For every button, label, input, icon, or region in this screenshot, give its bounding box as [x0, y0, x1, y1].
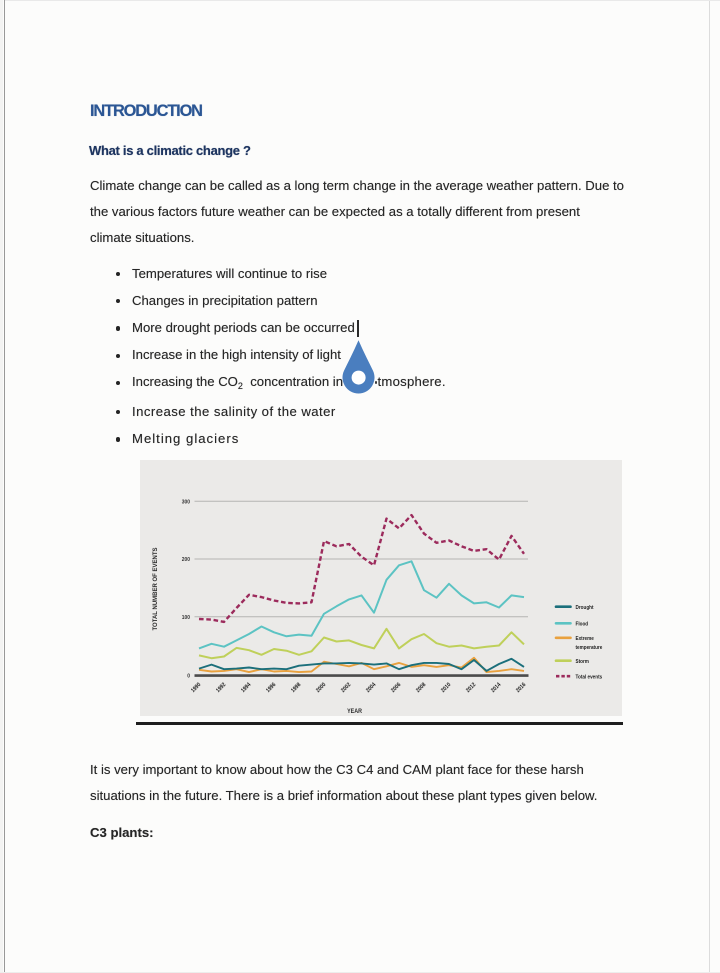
svg-text:2012: 2012 [465, 682, 477, 694]
svg-text:300: 300 [182, 499, 190, 505]
svg-text:Flood: Flood [576, 621, 589, 628]
svg-text:1994: 1994 [240, 681, 253, 694]
svg-text:200: 200 [182, 557, 190, 563]
svg-text:Storm: Storm [576, 658, 590, 665]
svg-text:2004: 2004 [365, 681, 378, 694]
svg-text:2002: 2002 [340, 682, 352, 694]
svg-text:Total events: Total events [576, 674, 603, 681]
svg-text:1998: 1998 [290, 682, 302, 694]
svg-text:1990: 1990 [190, 682, 202, 694]
svg-text:2000: 2000 [315, 682, 327, 694]
svg-text:TOTAL NUMBER OF EVENTS: TOTAL NUMBER OF EVENTS [153, 547, 159, 630]
svg-text:2006: 2006 [390, 682, 402, 694]
svg-text:YEAR: YEAR [347, 708, 363, 714]
svg-text:2014: 2014 [490, 681, 503, 694]
svg-text:0: 0 [187, 673, 190, 679]
svg-text:temperature: temperature [576, 644, 603, 651]
svg-text:1992: 1992 [215, 682, 227, 694]
svg-text:2010: 2010 [440, 682, 452, 694]
svg-text:1996: 1996 [265, 682, 277, 694]
svg-text:Drought: Drought [576, 604, 594, 611]
svg-text:2016: 2016 [515, 682, 527, 694]
svg-text:Extreme: Extreme [576, 635, 594, 642]
svg-text:2008: 2008 [415, 682, 427, 694]
svg-text:100: 100 [182, 614, 190, 620]
